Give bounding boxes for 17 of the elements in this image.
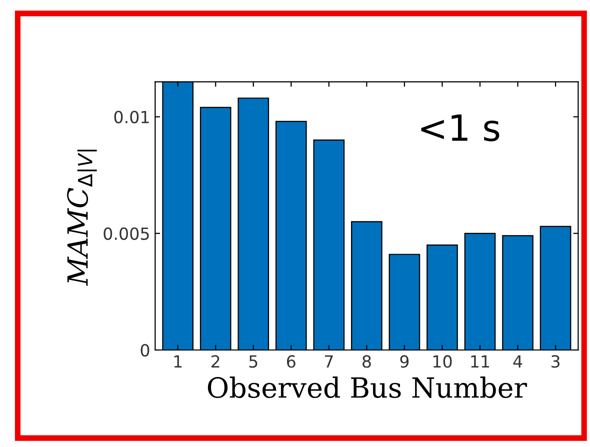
x-tick-label: 2 — [212, 355, 220, 368]
x-tick-label: 4 — [513, 355, 522, 368]
x-tick-label: 6 — [287, 355, 296, 368]
x-tick-label: 9 — [400, 355, 409, 368]
x-tick-label: 11 — [471, 355, 490, 368]
x-tick-label: 7 — [324, 355, 333, 368]
y-axis-title: MAMC$_{Δ|V|}$ — [67, 150, 97, 286]
y-tick-label: 0 — [140, 344, 150, 357]
y-tick-label: 0.01 — [114, 110, 149, 124]
x-tick-label: 1 — [174, 355, 182, 368]
x-tick-label: 5 — [249, 355, 258, 368]
x-tick-label: 8 — [362, 355, 371, 368]
x-axis-title: Observed Bus Number — [208, 376, 528, 398]
x-tick-label: 10 — [433, 355, 452, 368]
y-tick-label: 0.005 — [104, 227, 149, 240]
x-tick-label: 3 — [552, 355, 560, 368]
annotation: <1 s — [421, 114, 500, 142]
